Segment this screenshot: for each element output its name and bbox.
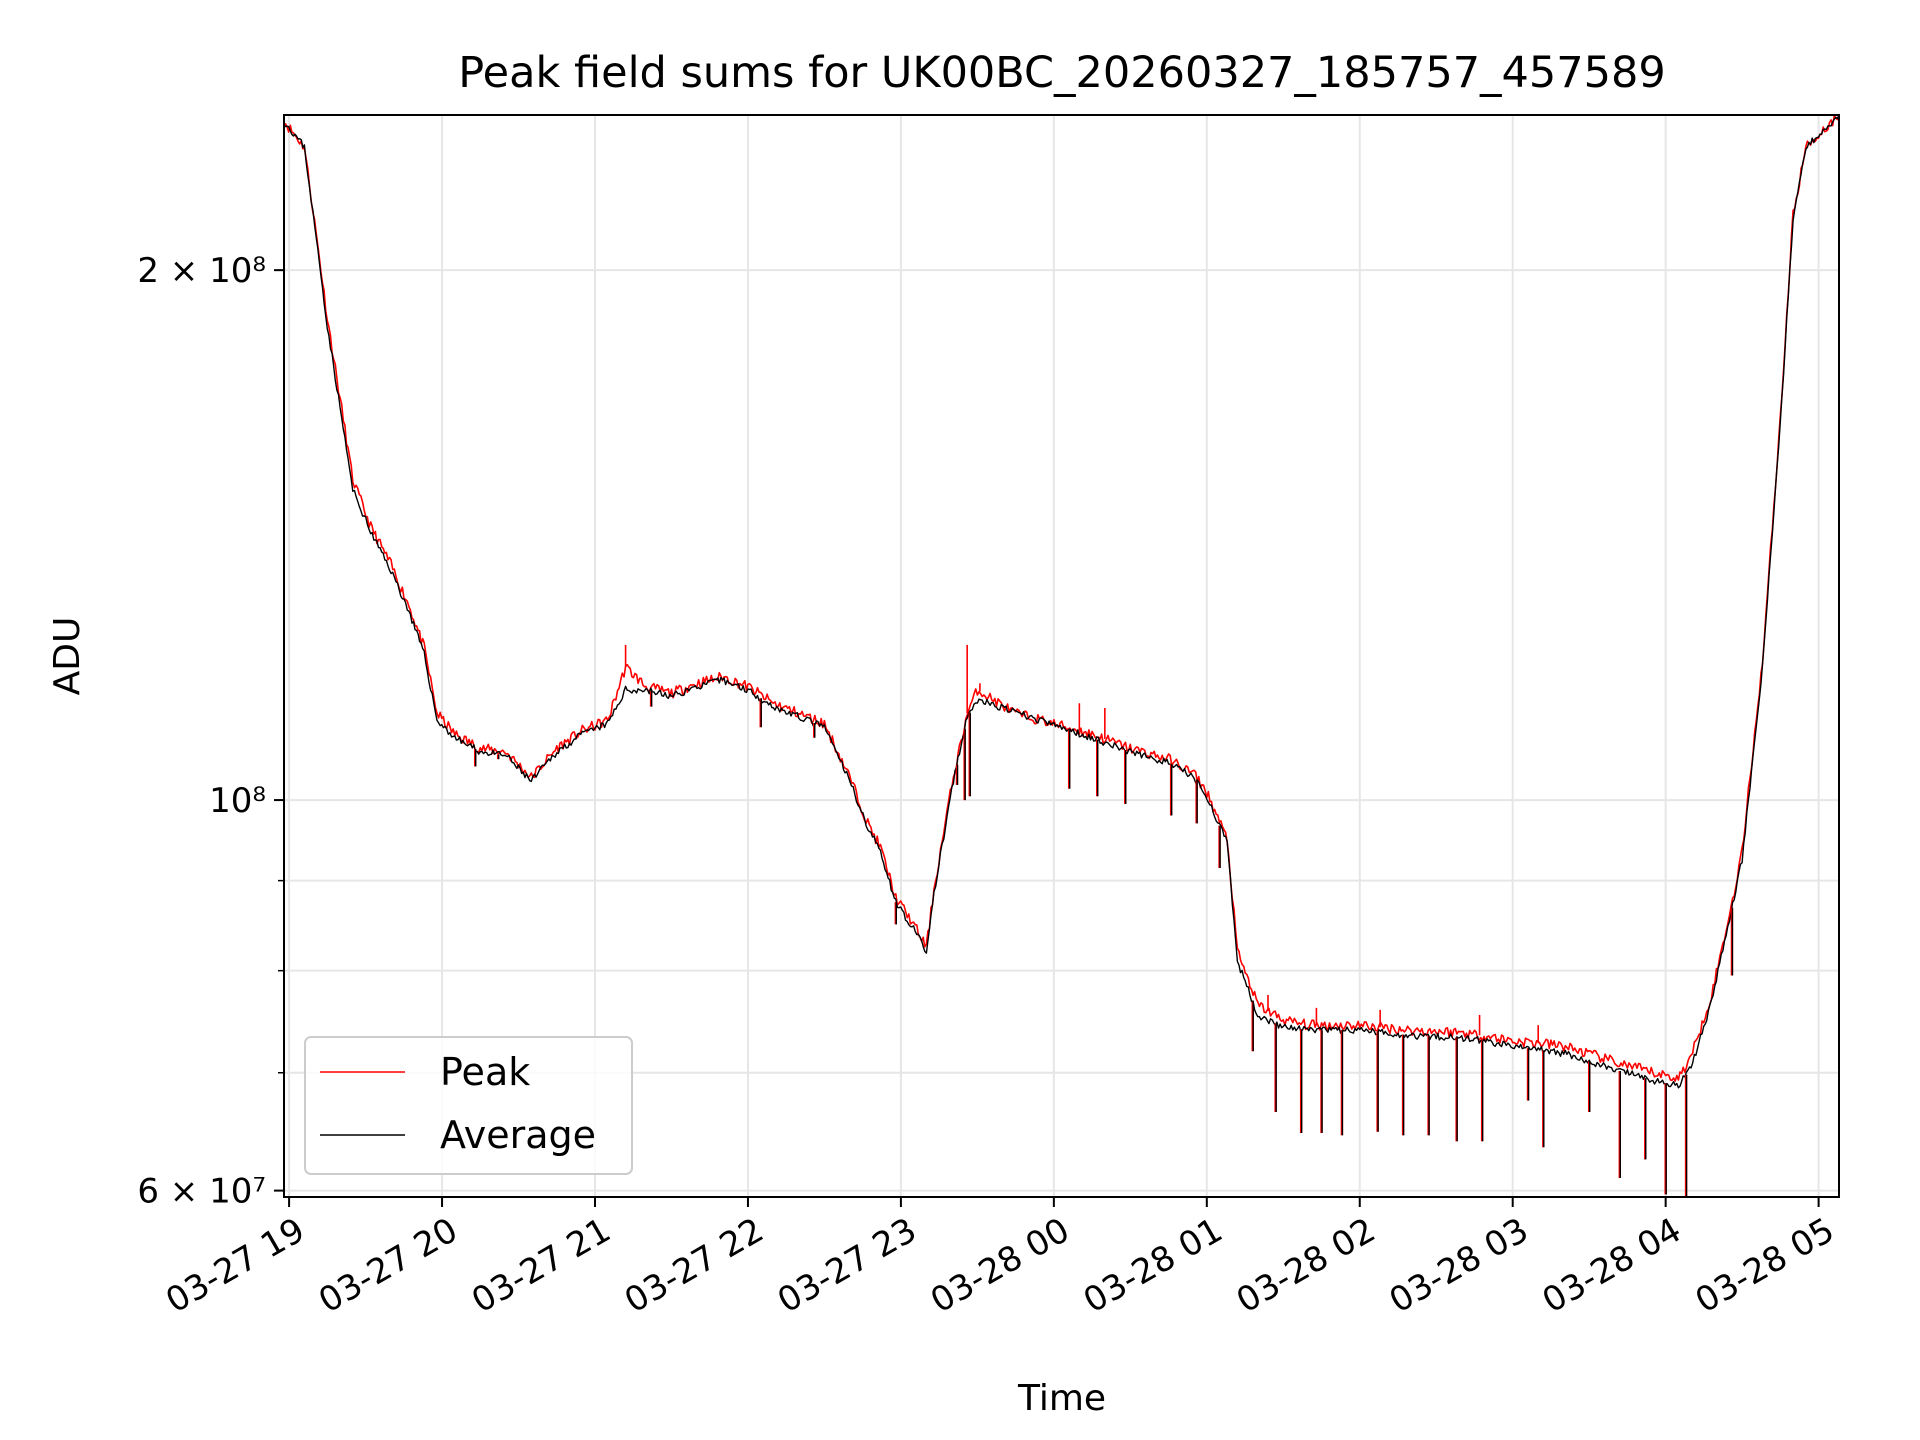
plot-frame: [283, 114, 1840, 1198]
legend: Peak Average: [304, 1036, 633, 1175]
x-axis-title: Time: [1017, 1378, 1106, 1419]
y-axis-title: ADU: [47, 617, 88, 696]
y-tick-label: 2 × 10⁸: [137, 251, 266, 291]
chart-title: Peak field sums for UK00BC_20260327_1857…: [458, 48, 1665, 98]
plot-area: [284, 115, 1839, 1197]
legend-label-average: Average: [440, 1113, 596, 1157]
y-tick-label: 10⁸: [209, 781, 266, 821]
series-line-average: [284, 115, 1839, 1089]
legend-label-peak: Peak: [440, 1050, 530, 1094]
grid-lines: [284, 115, 1839, 1197]
series-line-peak: [284, 115, 1839, 1082]
y-tick-label: 6 × 10⁷: [137, 1172, 266, 1212]
